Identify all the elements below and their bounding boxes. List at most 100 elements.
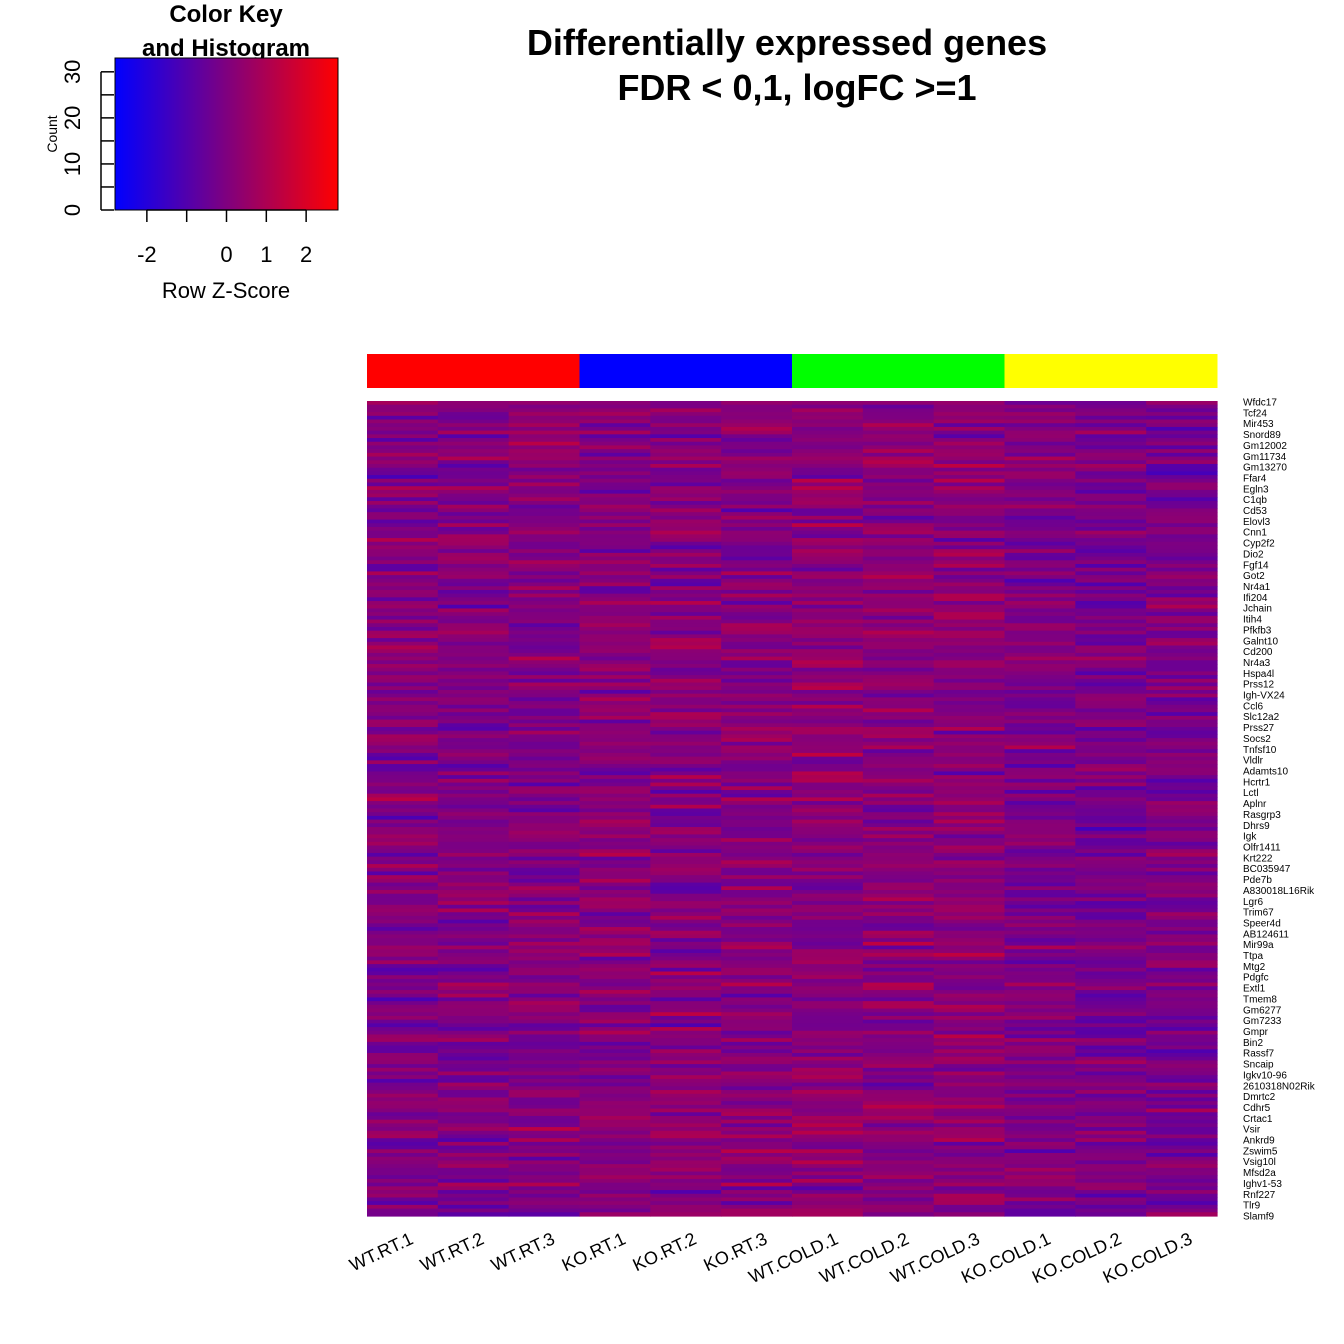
heatmap-cell <box>1004 456 1076 461</box>
heatmap-cell <box>933 689 1006 695</box>
heatmap-cell <box>579 982 651 987</box>
heatmap-cell <box>792 582 864 587</box>
heatmap-cell <box>1146 886 1218 891</box>
heatmap-cell <box>508 1190 581 1195</box>
heatmap-cell <box>1075 886 1147 891</box>
heatmap-cell <box>579 819 651 824</box>
heatmap-cell <box>721 934 793 939</box>
heatmap-cell <box>650 682 722 687</box>
heatmap-cell <box>1004 915 1076 921</box>
heatmap-cell <box>650 1149 722 1154</box>
heatmap-cell <box>579 715 651 721</box>
heatmap-cell <box>862 660 935 665</box>
heatmap-cell <box>1146 923 1218 928</box>
row-label: Krt222 <box>1243 853 1273 864</box>
color-key-y-tick-label: 0 <box>60 204 85 216</box>
heatmap-cell <box>721 1001 793 1006</box>
heatmap-cell <box>862 493 935 498</box>
heatmap-cell <box>1146 789 1218 795</box>
heatmap-cell <box>933 1078 1006 1084</box>
heatmap-cell <box>1146 956 1218 961</box>
heatmap-cell <box>933 1156 1006 1162</box>
heatmap-cell <box>933 908 1006 913</box>
heatmap-cell <box>508 1160 581 1165</box>
heatmap-cell <box>508 860 581 865</box>
heatmap-cell <box>1146 567 1218 573</box>
heatmap-cell <box>579 586 651 591</box>
heatmap-cell <box>579 834 651 839</box>
heatmap-cell <box>933 804 1006 810</box>
heatmap-cell <box>1075 719 1147 724</box>
heatmap-cell <box>367 1145 439 1150</box>
heatmap-cell <box>1146 682 1218 687</box>
heatmap-cell <box>367 401 439 406</box>
heatmap-cell <box>933 593 1006 598</box>
heatmap-cell <box>650 727 722 732</box>
heatmap-cell <box>862 582 935 587</box>
heatmap-cell <box>933 541 1006 547</box>
heatmap-cell <box>1146 897 1218 902</box>
heatmap-cell <box>721 908 793 913</box>
heatmap-cell <box>579 1160 651 1165</box>
heatmap-cell <box>437 715 510 721</box>
heatmap-cell <box>437 549 510 554</box>
heatmap-cell <box>721 804 793 810</box>
heatmap-cell <box>933 615 1006 621</box>
heatmap-cell <box>508 534 581 539</box>
heatmap-cell <box>721 675 793 680</box>
heatmap-cell <box>437 601 510 606</box>
heatmap-cell <box>1146 501 1218 506</box>
heatmap-cell <box>721 990 793 995</box>
heatmap-cell <box>721 541 793 547</box>
heatmap-cell <box>1146 941 1218 947</box>
heatmap-cell <box>933 1119 1006 1124</box>
row-label: Ccl6 <box>1243 701 1263 712</box>
heatmap-cell <box>1004 993 1076 999</box>
heatmap-cell <box>579 1104 651 1110</box>
heatmap-cell <box>650 764 722 769</box>
heatmap-cell <box>367 841 439 847</box>
heatmap-cell <box>862 664 935 669</box>
heatmap-cell <box>933 667 1006 673</box>
heatmap-cell <box>579 971 651 976</box>
heatmap-cell <box>1075 923 1147 928</box>
heatmap-cell <box>508 1156 581 1162</box>
heatmap-cell <box>367 952 439 958</box>
heatmap-cell <box>437 952 510 958</box>
heatmap-cell <box>508 771 581 776</box>
row-labels: Wfdc17Tcf24Mir453Snord89Gm12002Gm11734Gm… <box>1243 398 1316 1223</box>
heatmap-cell <box>933 1167 1006 1173</box>
heatmap-cell <box>721 823 793 828</box>
heatmap-cell <box>862 708 935 713</box>
heatmap-cell <box>1004 849 1076 854</box>
heatmap-cell <box>650 497 722 502</box>
heatmap-cell <box>721 404 793 410</box>
heatmap-cell <box>650 1038 722 1043</box>
heatmap-cell <box>367 1212 439 1217</box>
heatmap-cell <box>1146 1082 1218 1087</box>
heatmap-cell <box>437 1112 510 1117</box>
heatmap-cell <box>862 589 935 595</box>
heatmap-cell <box>650 886 722 891</box>
heatmap-cell <box>367 804 439 810</box>
heatmap-cell <box>1146 838 1218 843</box>
heatmap-cell <box>862 886 935 891</box>
heatmap-cell <box>1146 990 1218 995</box>
heatmap-cell <box>792 971 864 976</box>
heatmap-cell <box>721 434 793 439</box>
heatmap-cell <box>933 1160 1006 1165</box>
heatmap-cell <box>579 1101 651 1106</box>
heatmap-cell <box>508 575 581 580</box>
heatmap-cell <box>792 452 864 458</box>
heatmap-cell <box>437 738 510 743</box>
heatmap-cell <box>437 445 510 450</box>
heatmap-cell <box>508 1019 581 1024</box>
heatmap-cell <box>650 1190 722 1195</box>
heatmap-cell <box>792 945 864 950</box>
heatmap-cell <box>862 749 935 754</box>
heatmap-cell <box>1075 1082 1147 1087</box>
heatmap-cell <box>792 1130 864 1136</box>
heatmap-cell <box>721 445 793 450</box>
heatmap-cell <box>1146 419 1218 424</box>
heatmap-cell <box>437 745 510 750</box>
